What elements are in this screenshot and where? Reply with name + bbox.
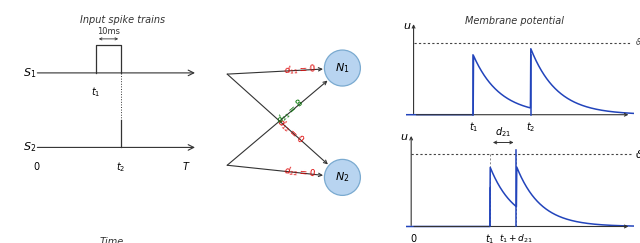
Text: Membrane potential: Membrane potential xyxy=(465,16,564,26)
Text: 10ms: 10ms xyxy=(97,27,120,36)
Ellipse shape xyxy=(324,159,360,195)
Text: $N_2$: $N_2$ xyxy=(335,171,349,184)
Text: $0$: $0$ xyxy=(33,160,40,172)
Text: $u$: $u$ xyxy=(403,21,412,31)
Ellipse shape xyxy=(324,50,360,86)
Text: $t_2$: $t_2$ xyxy=(116,160,125,174)
Text: $t_1$: $t_1$ xyxy=(468,121,478,134)
Text: $N_1$: $N_1$ xyxy=(335,61,349,75)
Text: $u$: $u$ xyxy=(400,132,408,142)
Text: $d_{21}$: $d_{21}$ xyxy=(495,125,511,139)
Text: $d_{12} = 0$: $d_{12} = 0$ xyxy=(275,115,307,146)
Text: $t_2$: $t_2$ xyxy=(526,121,536,134)
Text: $t_1$: $t_1$ xyxy=(92,85,100,99)
Text: $t_1$: $t_1$ xyxy=(485,233,495,243)
Text: $d_{22} = 0$: $d_{22} = 0$ xyxy=(283,165,316,181)
Text: $0$: $0$ xyxy=(410,233,417,243)
Text: $S_2$: $S_2$ xyxy=(23,140,36,154)
Text: $d_{21} = 8$: $d_{21} = 8$ xyxy=(275,97,307,127)
Text: $T$: $T$ xyxy=(182,160,191,172)
Text: Time: Time xyxy=(99,237,124,243)
Text: $S_1$: $S_1$ xyxy=(23,66,36,80)
Text: $d_{11} = 0$: $d_{11} = 0$ xyxy=(284,63,316,77)
Text: $\vartheta$: $\vartheta$ xyxy=(635,148,640,160)
Text: $t_1+d_{21}$: $t_1+d_{21}$ xyxy=(499,233,534,243)
Text: $\vartheta$: Firing Threshold: $\vartheta$: Firing Threshold xyxy=(635,36,640,49)
Text: Input spike trains: Input spike trains xyxy=(80,16,166,26)
